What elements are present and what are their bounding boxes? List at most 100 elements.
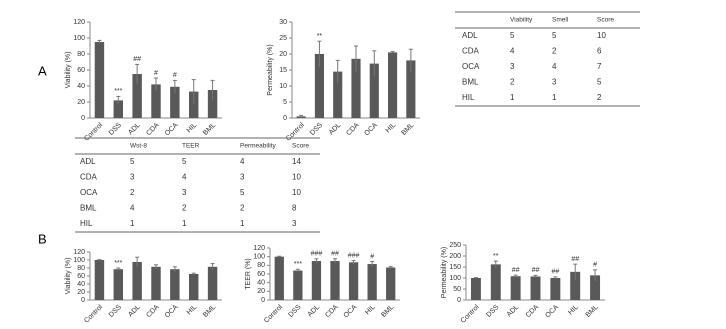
y-axis-label: Viability (%) [65, 258, 72, 295]
annotation: # [173, 72, 177, 79]
bar [388, 52, 398, 118]
table-cell: 3 [510, 62, 515, 71]
table-header: Wst-8 [130, 143, 147, 150]
table-cell: 7 [597, 62, 602, 71]
table-header: Smell [552, 17, 569, 24]
table-cell: BML [80, 204, 97, 213]
x-tick-label: DSS [309, 122, 324, 137]
y-tick-label: 25 [279, 35, 287, 42]
x-tick-label: HIL [567, 304, 580, 317]
table-cell: 2 [182, 204, 187, 213]
bar [330, 261, 340, 300]
y-tick-label: 10 [279, 83, 287, 90]
table-cell: ADL [80, 157, 96, 166]
annotation: ## [133, 56, 141, 63]
x-tick-label: Control [263, 303, 284, 324]
table-cell: 5 [510, 31, 515, 40]
table-cell: 5 [240, 188, 245, 197]
table-cell: 5 [182, 157, 187, 166]
table-header: Score [597, 17, 614, 24]
table-cell: 2 [240, 204, 245, 213]
annotation: ## [532, 267, 540, 274]
bar [207, 266, 218, 300]
y-tick-label: 60 [77, 67, 85, 74]
x-tick-label: OCA [544, 304, 560, 320]
annotation: *** [114, 88, 122, 95]
bar [132, 262, 142, 300]
table-header: Viability [510, 17, 533, 24]
annotation: ** [317, 33, 323, 40]
bar [490, 264, 501, 300]
y-tick-label: 20 [257, 288, 265, 295]
x-tick-label: HIL [186, 304, 199, 317]
x-tick-label: Control [460, 303, 481, 324]
annotation: ## [512, 267, 520, 274]
table-cell: 10 [292, 173, 301, 182]
x-tick-label: ADL [127, 304, 142, 319]
table-cell: 1 [130, 219, 135, 228]
bar [530, 276, 541, 300]
annotation: # [593, 262, 597, 269]
table-cell: 2 [130, 188, 135, 197]
y-tick-label: 80 [257, 262, 265, 269]
y-tick-label: 20 [279, 51, 287, 58]
y-tick-label: 30 [279, 19, 287, 26]
x-tick-label: CDA [145, 122, 161, 138]
table-cell: 1 [240, 219, 245, 228]
bar [348, 262, 359, 300]
y-tick-label: 150 [449, 264, 461, 271]
bar [151, 84, 161, 118]
table-header: Score [292, 143, 309, 150]
bar [189, 274, 199, 300]
annotation: ## [551, 269, 559, 276]
y-tick-label: 100 [449, 275, 461, 282]
panel-label: A [38, 63, 47, 78]
table-cell: 4 [510, 47, 515, 56]
x-tick-label: ADL [328, 122, 343, 137]
x-tick-label: ADL [506, 304, 521, 319]
x-tick-label: ADL [307, 304, 322, 319]
annotation: ** [493, 253, 499, 260]
table-cell: OCA [462, 62, 480, 71]
annotation: # [154, 70, 158, 77]
x-tick-label: CDA [324, 304, 340, 320]
bar [367, 264, 377, 300]
table-cell: 1 [510, 93, 515, 102]
x-tick-label: HIL [364, 304, 377, 317]
table-cell: 3 [130, 173, 135, 182]
table-cell: 14 [292, 157, 301, 166]
table-cell: 5 [130, 157, 135, 166]
x-tick-label: OCA [164, 122, 180, 138]
annotation: # [370, 253, 374, 260]
table-cell: 4 [552, 62, 557, 71]
y-tick-label: 80 [77, 265, 85, 272]
table-cell: 2 [510, 78, 515, 87]
table-cell: ADL [462, 31, 478, 40]
bar [94, 42, 105, 118]
y-tick-label: 250 [449, 242, 461, 249]
bar [132, 74, 142, 118]
table-cell: 2 [552, 47, 557, 56]
table-cell: 10 [597, 31, 606, 40]
bar [406, 60, 416, 118]
bar [510, 276, 521, 300]
bar [311, 261, 322, 300]
table-cell: HIL [462, 93, 475, 102]
x-tick-label: BML [380, 304, 395, 319]
y-tick-label: 40 [77, 83, 85, 90]
x-tick-label: OCA [343, 304, 359, 320]
y-tick-label: 0 [81, 115, 85, 122]
y-tick-label: 0 [81, 297, 85, 304]
x-tick-label: Control [83, 121, 104, 142]
y-tick-label: 5 [283, 99, 287, 106]
table-cell: 1 [182, 219, 187, 228]
x-tick-label: BML [585, 304, 600, 319]
y-tick-label: 15 [279, 67, 287, 74]
table-cell: 4 [240, 157, 245, 166]
x-tick-label: Control [83, 303, 104, 324]
bar [314, 54, 324, 118]
bar [94, 260, 105, 300]
y-axis-label: Permeability (%) [267, 44, 274, 95]
table-cell: 1 [552, 93, 557, 102]
